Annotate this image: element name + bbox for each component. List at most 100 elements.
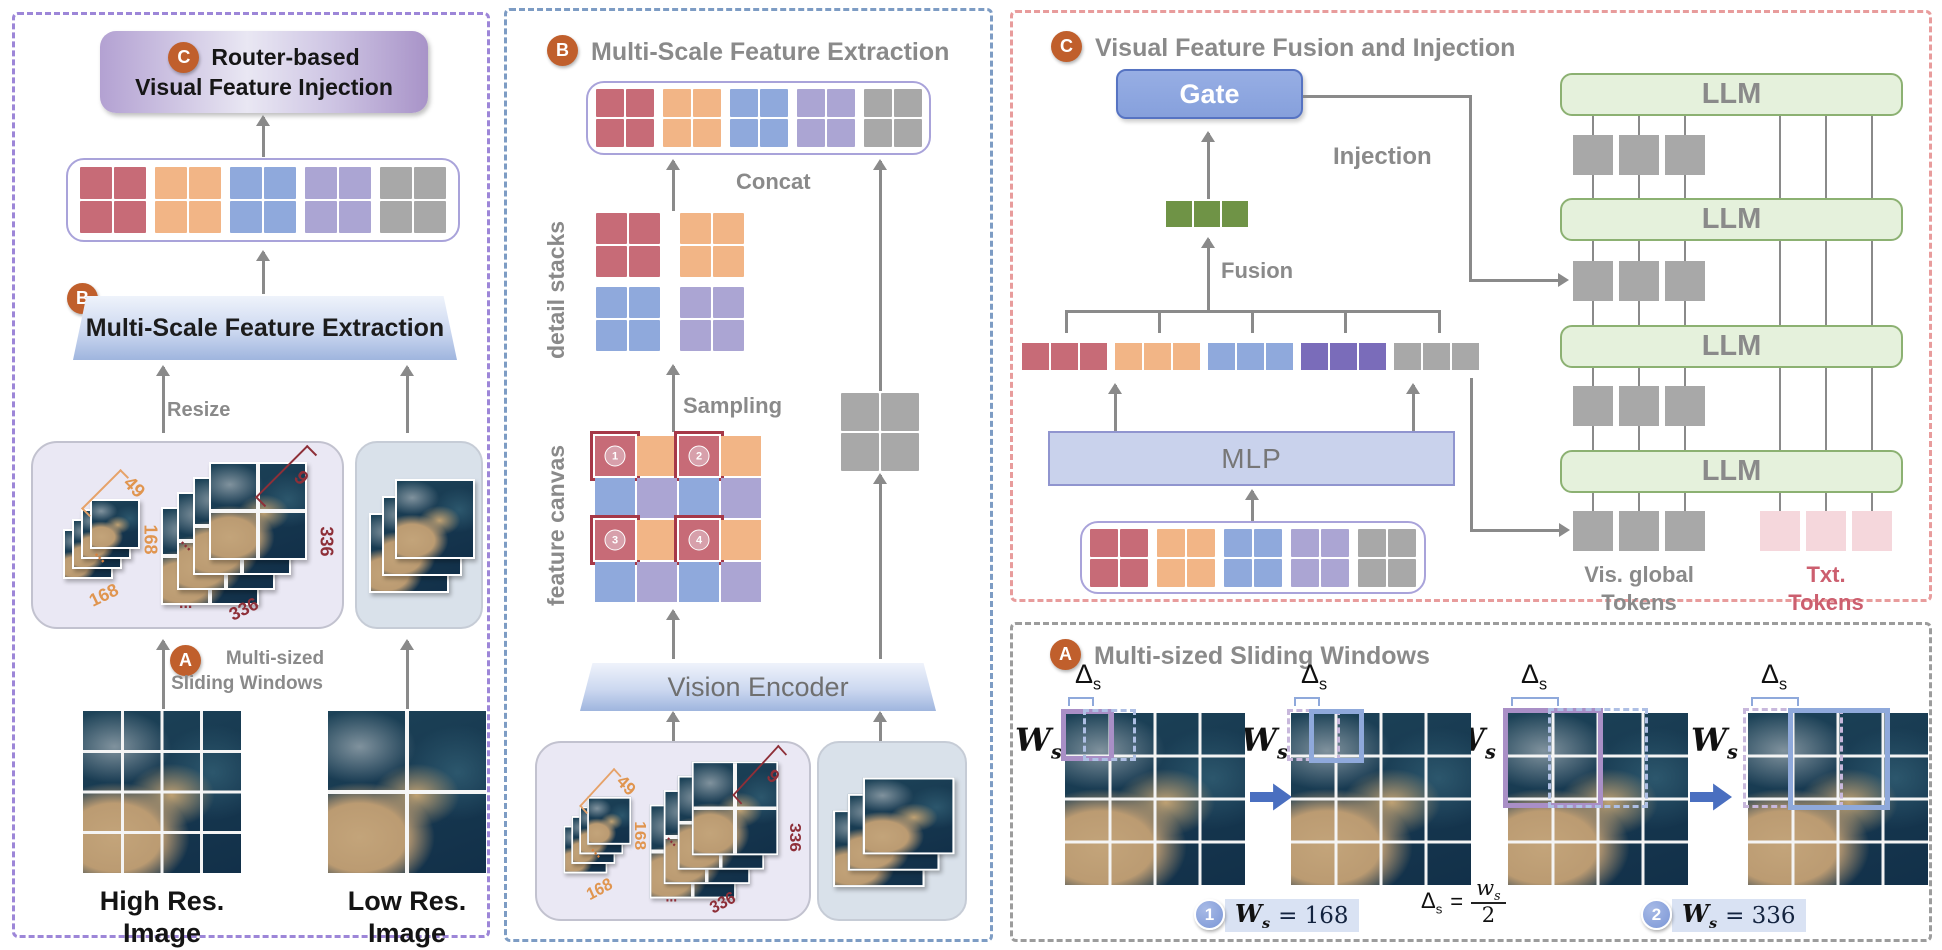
badge-a-left: A — [170, 645, 201, 676]
panel-sliding-windows: A Multi-sized Sliding Windows Ws Ws Ws W… — [1010, 622, 1932, 942]
delta-s-label-3: Δs — [1521, 659, 1548, 694]
arrow-encoder-right — [879, 713, 882, 741]
token-group-blue — [729, 89, 788, 147]
panel-router-injection: C Router-based Visual Feature Injection … — [12, 12, 490, 948]
window-eq-1: Ws = 168 — [1225, 899, 1359, 932]
arrow-fusion — [1207, 239, 1210, 299]
delta-bracket-1 — [1068, 697, 1094, 706]
txt-tokens-label: Txt. Tokens — [1788, 562, 1864, 615]
arrow-sampling — [672, 366, 675, 432]
bracket-tick-1 — [1065, 310, 1068, 333]
slide-arrow-2 — [1690, 783, 1732, 811]
vis-global-token — [1619, 511, 1659, 551]
stack-dots-big-2: ... — [179, 595, 193, 612]
fusion-panel-title: Visual Feature Fusion and Injection — [1095, 34, 1516, 62]
sliding-label-line1: Multi-sized — [225, 648, 325, 669]
token-group-purple — [1291, 528, 1349, 587]
arrow-resize-left — [162, 367, 165, 433]
fusion-label: Fusion — [1221, 258, 1294, 283]
token-group-orange — [662, 89, 721, 147]
high-res-image — [83, 711, 241, 873]
badge-c: C — [168, 42, 200, 74]
fused-green-tokens — [1166, 201, 1248, 227]
sliding-panel-title: Multi-sized Sliding Windows — [1094, 642, 1430, 670]
token-group-orange — [1115, 343, 1200, 370]
token-group-gray — [380, 167, 446, 233]
arrow-highres-up — [162, 641, 165, 709]
arrow-green-to-gate — [1207, 133, 1210, 199]
delta-bracket-2 — [1294, 697, 1320, 706]
slide-arrow-1 — [1250, 783, 1292, 811]
llm-block-3: LLM — [1560, 325, 1903, 368]
sliding-image-2 — [1287, 709, 1471, 885]
txt-token — [1852, 511, 1892, 551]
arrow-canvas-in — [672, 611, 675, 659]
concat-label: Concat — [736, 169, 811, 194]
sliding-image-4 — [1743, 708, 1928, 885]
delta-s-label-2: Δs — [1301, 659, 1328, 694]
router-injection-box: C Router-based Visual Feature Injection — [100, 31, 428, 113]
llm-block-1: LLM — [1560, 73, 1903, 116]
hidden-token — [1619, 261, 1659, 301]
injection-arrow — [1469, 279, 1566, 282]
stack-size-small-b: 168 — [85, 579, 122, 611]
injection-line-h — [1303, 95, 1471, 98]
badge-b-middle: B — [547, 35, 578, 66]
sliding-image-1 — [1061, 709, 1245, 885]
vision-encoder: Vision Encoder — [580, 663, 936, 711]
llm-block-4: LLM — [1560, 450, 1903, 493]
middle-panel-title: Multi-Scale Feature Extraction — [591, 38, 950, 66]
window-badge-2: 2 — [1641, 899, 1672, 930]
ws-label-4: Ws — [1691, 721, 1738, 764]
mlp-label: MLP — [1221, 442, 1282, 474]
gate-box: Gate — [1116, 69, 1303, 119]
token-group-blue — [230, 167, 296, 233]
vis-global-token — [1573, 511, 1613, 551]
feature-canvas-grid: 1 2 3 4 — [590, 431, 761, 602]
hidden-token — [1665, 261, 1705, 301]
badge-c-right: C — [1051, 31, 1082, 62]
token-group-blue — [1208, 343, 1293, 370]
bracket-stem — [1207, 299, 1210, 312]
high-res-label: High Res. Image — [99, 886, 225, 949]
sliding-windows-label: Multi-sized Sliding Windows — [147, 647, 347, 696]
token-group-orange — [155, 167, 221, 233]
bracket-tick-3 — [1251, 310, 1254, 333]
arrow-strip-to-router — [262, 117, 265, 157]
lowres-stack-box-mid — [817, 741, 967, 921]
resize-label: Resize — [167, 399, 231, 421]
sliding-image-3 — [1503, 708, 1688, 885]
bracket-tick-5 — [1438, 310, 1441, 333]
ws-label-2: Ws — [1241, 721, 1288, 764]
arrow-mlp-out-right — [1412, 385, 1415, 431]
low-res-image — [328, 711, 486, 873]
window-eq-2: Ws = 336 — [1672, 899, 1806, 932]
bracket-tick-2 — [1158, 310, 1161, 333]
token-group-purple — [305, 167, 371, 233]
vis-global-token — [1665, 511, 1705, 551]
mlp-box: MLP — [1048, 431, 1455, 486]
arrow-strip-to-mlp — [1251, 491, 1254, 521]
arrow-mlp-out-left — [1114, 385, 1117, 431]
llm-block-2: LLM — [1560, 198, 1903, 241]
injection-line-v — [1469, 95, 1472, 281]
panel-fusion-injection: C Visual Feature Fusion and Injection Ga… — [1010, 10, 1932, 615]
multiscale-banner-label: Multi-Scale Feature Extraction — [85, 313, 445, 342]
stack-size-big-a: 336 — [316, 526, 337, 557]
delta-s-label-4: Δs — [1761, 659, 1788, 694]
hidden-token — [1619, 386, 1659, 426]
window-badge-1: 1 — [1194, 899, 1225, 930]
detail-stack-purple — [680, 287, 744, 351]
panel-feature-extraction: B Multi-Scale Feature Extraction Concat … — [504, 8, 993, 942]
token-group-gray — [863, 89, 922, 147]
stack-size-small-a: 168 — [140, 524, 161, 555]
token-group-blue — [1224, 528, 1282, 587]
global-token-grid — [841, 393, 919, 471]
projected-token-row — [1022, 343, 1479, 370]
vision-encoder-label: Vision Encoder — [667, 671, 849, 702]
token-group-gray — [1358, 528, 1416, 587]
txt-token — [1806, 511, 1846, 551]
router-box-line2: Visual Feature Injection — [135, 74, 393, 101]
ws-label-1: Ws — [1015, 721, 1062, 764]
